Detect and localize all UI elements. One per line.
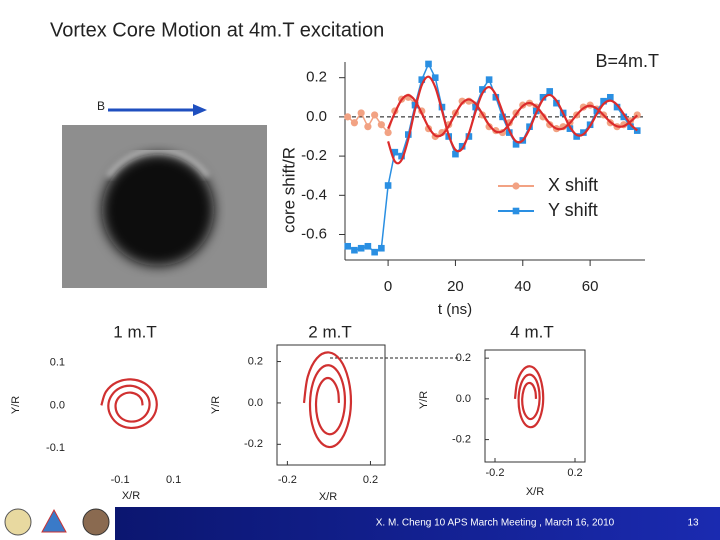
y-tick-label: 0.2 — [248, 355, 263, 367]
data-point — [600, 97, 607, 105]
data-point — [351, 246, 358, 254]
y-tick-label: 0.1 — [50, 357, 65, 369]
data-point — [431, 74, 439, 81]
data-point — [633, 127, 641, 134]
data-point — [472, 103, 479, 111]
data-point — [607, 93, 614, 101]
data-point — [377, 121, 385, 129]
slide-title: Vortex Core Motion at 4m.T excitation — [50, 19, 384, 41]
data-point — [512, 141, 520, 148]
data-point — [485, 76, 493, 83]
footer-bar — [115, 507, 720, 540]
mfm-image — [62, 125, 267, 288]
data-point — [364, 242, 372, 250]
curve — [387, 94, 639, 138]
data-point — [371, 111, 379, 119]
data-point — [418, 76, 426, 83]
data-point — [391, 148, 399, 156]
data-point — [627, 123, 634, 130]
annotation: B=4m.T — [595, 51, 659, 71]
y-tick-label: 0.2 — [456, 352, 471, 364]
field-label: B — [97, 99, 105, 113]
legend-marker — [512, 207, 520, 215]
y-tick-label: -0.2 — [452, 434, 471, 446]
data-point — [364, 123, 372, 131]
data-point — [573, 133, 580, 140]
x-tick-label: 0.2 — [363, 474, 378, 486]
logos — [4, 508, 110, 536]
y-tick-label: -0.1 — [46, 442, 65, 454]
data-point — [398, 152, 405, 160]
data-point — [553, 99, 560, 107]
data-point — [384, 128, 392, 137]
curve — [100, 378, 158, 430]
data-point — [378, 244, 385, 252]
x-tick-label: 0.1 — [166, 474, 181, 486]
data-point — [613, 103, 621, 111]
curve — [302, 351, 353, 449]
legend-label: Y shift — [548, 200, 598, 220]
legend-label: X shift — [548, 175, 598, 195]
y-tick-label: 0.0 — [50, 399, 65, 411]
data-point — [492, 93, 500, 101]
y-tick-label: 0.0 — [456, 393, 471, 405]
panel-label: 1 m.T — [113, 322, 156, 341]
y-tick-label: 0.0 — [306, 108, 327, 125]
y-tick-label: 0.2 — [306, 69, 327, 86]
data-point — [452, 150, 459, 158]
x-axis-label: X/R — [319, 491, 337, 503]
page-number: 13 — [687, 518, 699, 529]
y-axis-label: Y/R — [10, 396, 22, 414]
x-tick-label: -0.1 — [111, 474, 130, 486]
panel-label: 4 m.T — [510, 322, 553, 341]
data-point — [479, 86, 486, 93]
x-tick-label: 60 — [582, 278, 599, 295]
data-point — [344, 242, 351, 250]
plot-frame — [484, 349, 586, 463]
y-tick-label: -0.6 — [301, 225, 327, 242]
data-point — [593, 107, 601, 115]
y-axis-label: core shift/R — [279, 147, 298, 233]
x-axis-label: X/R — [526, 486, 544, 498]
x-axis-label: t (ns) — [438, 301, 472, 318]
data-point — [384, 182, 392, 189]
data-point — [357, 109, 365, 117]
field-arrow — [108, 104, 207, 116]
data-point — [458, 142, 466, 150]
data-point — [357, 244, 365, 252]
curve — [387, 75, 638, 165]
y-tick-label: -0.2 — [244, 438, 263, 450]
data-line — [347, 63, 638, 253]
x-tick-label: -0.2 — [486, 467, 505, 479]
panel-label: 2 m.T — [308, 322, 351, 341]
y-axis-label: Y/R — [418, 391, 430, 409]
curve — [513, 365, 545, 429]
plot-frame — [276, 344, 386, 466]
y-tick-label: -0.4 — [301, 186, 327, 203]
legend-marker — [512, 182, 520, 190]
x-tick-label: 0 — [384, 278, 392, 295]
data-point — [458, 97, 466, 105]
data-point — [620, 113, 628, 121]
x-tick-label: 0.2 — [567, 467, 582, 479]
data-point — [546, 88, 554, 95]
data-point — [344, 113, 352, 121]
footer-text: X. M. Cheng 10 APS March Meeting , March… — [376, 518, 615, 529]
x-tick-label: 20 — [447, 278, 464, 295]
data-point — [425, 60, 432, 68]
y-tick-label: -0.2 — [301, 147, 327, 164]
data-point — [580, 129, 587, 136]
x-tick-label: 40 — [514, 278, 531, 295]
y-axis-label: Y/R — [210, 396, 222, 414]
data-point — [350, 119, 359, 127]
data-point — [499, 113, 506, 121]
x-tick-label: -0.2 — [278, 474, 297, 486]
data-point — [371, 248, 378, 256]
y-tick-label: 0.0 — [248, 397, 263, 409]
data-point — [539, 93, 547, 101]
x-axis-label: X/R — [122, 490, 140, 502]
